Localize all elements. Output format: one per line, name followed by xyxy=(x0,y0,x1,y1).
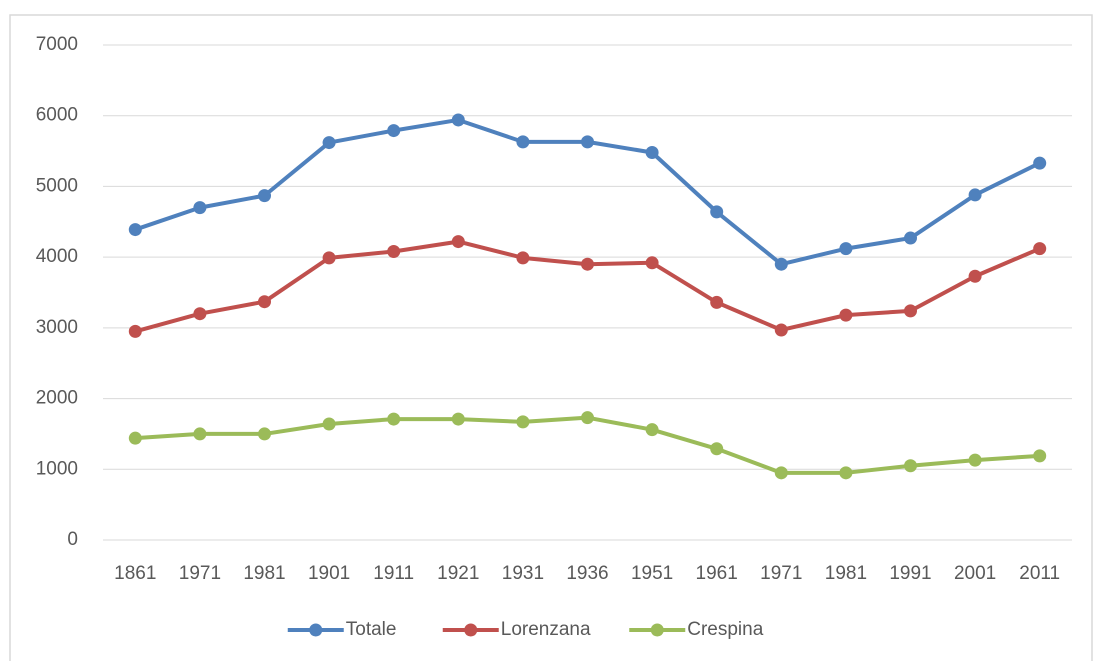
x-tick-label: 1931 xyxy=(502,563,544,584)
point xyxy=(904,459,917,473)
point xyxy=(516,415,530,429)
x-tick-label: 1991 xyxy=(889,563,931,584)
point xyxy=(774,257,788,271)
point xyxy=(645,145,659,159)
x-tick-label: 2001 xyxy=(954,563,996,584)
point xyxy=(839,242,853,256)
x-tick-label: 1971 xyxy=(760,563,802,584)
x-tick-label: 1921 xyxy=(437,563,479,584)
point xyxy=(387,124,401,138)
point xyxy=(1033,242,1047,256)
point xyxy=(387,244,401,258)
point xyxy=(904,231,917,245)
point xyxy=(451,235,465,249)
x-tick-label: 1961 xyxy=(696,563,738,584)
point xyxy=(516,135,530,149)
x-tick-label: 1951 xyxy=(631,563,673,584)
point xyxy=(451,412,465,426)
point xyxy=(645,423,659,437)
legend-marker xyxy=(309,623,323,637)
point xyxy=(710,205,724,219)
point xyxy=(1033,449,1047,463)
series-line xyxy=(134,239,1041,334)
point xyxy=(258,189,271,203)
point xyxy=(387,412,401,426)
point xyxy=(322,417,336,431)
point xyxy=(968,453,982,467)
point xyxy=(128,431,142,445)
point xyxy=(581,411,594,425)
point xyxy=(258,295,271,309)
legend-label: Crespina xyxy=(687,619,763,640)
point xyxy=(839,466,853,480)
point xyxy=(516,251,530,265)
point xyxy=(193,427,207,441)
y-tick-label: 4000 xyxy=(36,246,78,267)
x-tick-label: 1981 xyxy=(243,563,285,584)
y-tick-label: 3000 xyxy=(36,317,78,338)
legend-label: Lorenzana xyxy=(501,619,591,640)
point xyxy=(774,323,788,337)
y-tick-label: 7000 xyxy=(36,34,78,55)
y-tick-label: 2000 xyxy=(36,388,78,409)
point xyxy=(451,113,465,127)
x-tick-label: 1911 xyxy=(373,563,414,584)
point xyxy=(710,442,724,456)
x-tick-label: 2011 xyxy=(1019,563,1060,584)
point xyxy=(322,251,336,265)
series-line xyxy=(135,415,1040,475)
point xyxy=(193,201,207,215)
point xyxy=(581,135,594,149)
legend-marker xyxy=(464,623,478,637)
point xyxy=(904,304,917,318)
x-tick-label: 1971 xyxy=(179,563,221,584)
point xyxy=(710,295,724,309)
x-tick-label: 1981 xyxy=(825,563,867,584)
chart-border xyxy=(9,14,1093,661)
y-tick-label: 0 xyxy=(67,529,78,550)
point xyxy=(322,136,336,150)
point xyxy=(258,427,271,441)
x-tick-label: 1901 xyxy=(308,563,350,584)
y-tick-label: 5000 xyxy=(36,175,78,196)
x-tick-label: 1861 xyxy=(114,563,156,584)
point xyxy=(128,324,142,338)
point xyxy=(193,307,207,321)
legend-marker xyxy=(650,623,664,637)
point xyxy=(128,223,142,237)
x-tick-label: 1936 xyxy=(566,563,608,584)
point xyxy=(968,188,982,202)
point xyxy=(968,269,982,283)
point xyxy=(839,308,853,322)
point xyxy=(645,256,659,270)
y-tick-label: 1000 xyxy=(36,458,78,479)
point xyxy=(774,466,788,480)
point xyxy=(581,257,594,271)
y-tick-label: 6000 xyxy=(36,105,78,126)
point xyxy=(1033,156,1047,170)
legend-label: Totale xyxy=(346,619,397,640)
